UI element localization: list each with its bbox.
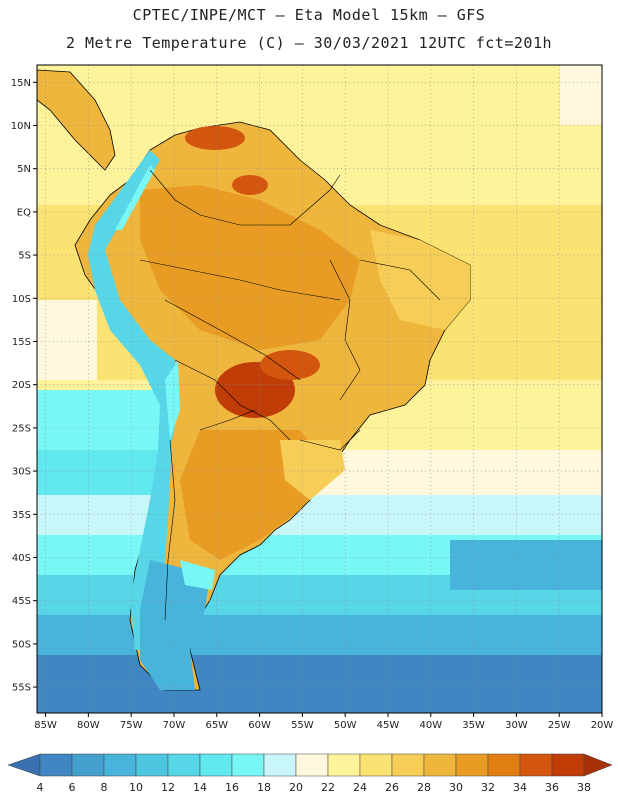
colorbar-label: 8 — [101, 781, 108, 794]
colorbar-label: 38 — [577, 781, 591, 794]
lat-tick-label: 55S — [12, 683, 31, 694]
pantanal-hotspot — [260, 350, 320, 380]
south-brazil — [280, 440, 345, 500]
lon-tick-label: 40W — [419, 720, 442, 731]
lon-tick-label: 80W — [77, 720, 100, 731]
north-patagonia — [180, 560, 215, 590]
lon-tick-label: 35W — [462, 720, 485, 731]
country-borders — [139, 169, 441, 621]
colorbar-label: 20 — [289, 781, 303, 794]
venezuela-hotspot — [185, 126, 245, 150]
lon-tick-label: 75W — [120, 720, 143, 731]
colorbar-label: 6 — [69, 781, 76, 794]
lat-tick-label: 35S — [12, 510, 31, 521]
colorbar-low-arrow — [7, 753, 41, 777]
lat-tick-label: 5N — [17, 164, 31, 175]
lat-tick-label: 45S — [12, 596, 31, 607]
colorbar-swatch — [391, 753, 425, 777]
colorbar-swatch — [231, 753, 265, 777]
colorbar-label: 4 — [37, 781, 44, 794]
altiplano-peaks — [165, 360, 180, 440]
colorbar-swatch — [263, 753, 297, 777]
colorbar-label: 34 — [513, 781, 527, 794]
lon-tick-label: 50W — [334, 720, 357, 731]
map-title-variable: 2 Metre Temperature (C) – 30/03/2021 12U… — [65, 34, 553, 52]
colorbar-label: 30 — [449, 781, 463, 794]
colorbar-swatch — [295, 753, 329, 777]
lon-tick-label: 60W — [248, 720, 271, 731]
lon-tick-label: 20W — [591, 720, 614, 731]
ocean-band-pacific-16 — [37, 450, 167, 495]
latitude-axis: 15N 10N 5N EQ 5S 10S 15S 20S 25S 30S 35S 40S 45S 50S 5… — [11, 78, 37, 694]
colorbar-swatch — [199, 753, 233, 777]
colorbar: 4 6 8 10 12 14 16 18 20 22 24 26 28 30 32 34 36 38 — [7, 753, 613, 794]
colorbar-swatch — [423, 753, 457, 777]
colorbar-swatch — [519, 753, 553, 777]
lon-tick-label: 85W — [34, 720, 57, 731]
lat-tick-label: 15S — [12, 337, 31, 348]
andes-north-peaks — [115, 165, 155, 230]
colorbar-swatch — [71, 753, 105, 777]
colorbar-swatch — [487, 753, 521, 777]
ocean-patch-caribbean — [560, 65, 602, 125]
colorbar-label: 14 — [193, 781, 207, 794]
lat-tick-label: 10N — [11, 121, 31, 132]
lat-tick-label: 40S — [12, 553, 31, 564]
colorbar-label: 26 — [385, 781, 399, 794]
map-title-source: CPTEC/INPE/MCT – Eta Model 15km – GFS — [132, 6, 486, 24]
colorbar-label: 36 — [545, 781, 559, 794]
colorbar-high-arrow — [583, 753, 613, 777]
lat-tick-label: 50S — [12, 639, 31, 650]
andes-cold-strip — [88, 150, 180, 650]
lon-tick-label: 65W — [205, 720, 228, 731]
longitude-axis: 85W 80W 75W 70W 65W 60W 55W 50W 45W 40W 35W 30W 25W 2… — [34, 713, 613, 731]
lat-lon-grid — [37, 65, 602, 713]
lat-tick-label: 20S — [12, 380, 31, 391]
lon-tick-label: 70W — [163, 720, 186, 731]
lat-tick-label: 5S — [18, 251, 31, 262]
colorbar-label: 18 — [257, 781, 271, 794]
colorbar-swatch — [167, 753, 201, 777]
guiana-hotspot — [232, 175, 268, 195]
colorbar-swatch — [39, 753, 73, 777]
lat-tick-label: 10S — [12, 294, 31, 305]
colorbar-label: 24 — [353, 781, 367, 794]
ocean-band-20 — [37, 495, 602, 535]
lat-tick-label: 25S — [12, 423, 31, 434]
patagonia-cool — [140, 560, 210, 690]
colorbar-label: 10 — [129, 781, 143, 794]
colorbar-label: 16 — [225, 781, 239, 794]
map-frame — [36, 64, 603, 714]
lon-tick-label: 25W — [548, 720, 571, 731]
lon-tick-label: 45W — [377, 720, 400, 731]
ocean-patch-cool-east — [450, 540, 602, 590]
colorbar-swatch — [551, 753, 585, 777]
colorbar-swatch — [359, 753, 393, 777]
central-america — [37, 69, 116, 171]
colorbar-swatch — [327, 753, 361, 777]
colorbar-label: 32 — [481, 781, 495, 794]
colorbar-swatch — [455, 753, 489, 777]
lat-tick-label: 30S — [12, 467, 31, 478]
ocean-band-6 — [37, 655, 602, 713]
lon-tick-label: 30W — [505, 720, 528, 731]
amazon-warm-region — [140, 185, 360, 350]
lat-tick-label: EQ — [17, 207, 31, 218]
ocean-band-pacific-cool — [37, 390, 167, 460]
ocean-band-peru-current — [37, 300, 97, 380]
colorbar-swatch — [103, 753, 137, 777]
ocean-band-10 — [37, 615, 602, 655]
colorbar-label: 28 — [417, 781, 431, 794]
lon-tick-label: 55W — [291, 720, 314, 731]
colorbar-swatch — [135, 753, 169, 777]
colorbar-label: 22 — [321, 781, 335, 794]
lat-tick-label: 15N — [11, 78, 31, 89]
colorbar-label: 12 — [161, 781, 175, 794]
